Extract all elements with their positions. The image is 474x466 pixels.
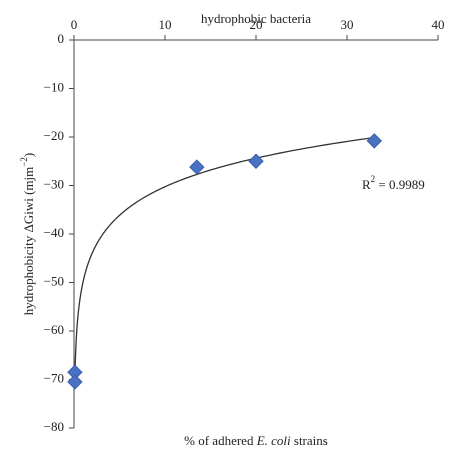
annotation-part: = 0.9989 [375,177,425,192]
y-label-part: hydrophobicity ΔGiwi (mjm [21,167,36,315]
x-axis-label: % of adhered E. coli strains [184,433,328,448]
y-tick-label: −70 [44,370,64,385]
trendline [74,136,375,377]
x-tick-label: 30 [341,17,354,32]
x-tick-label: 40 [432,17,445,32]
data-point [189,159,205,175]
y-label-part: −2 [19,157,29,167]
x-label-part: E. coli [256,433,291,448]
annotation: R2 = 0.9989 [362,174,425,192]
y-tick-label: −20 [44,128,64,143]
y-tick-label: −30 [44,176,64,191]
y-tick-label: −10 [44,79,64,94]
x-tick-label: 20 [250,17,263,32]
x-label-part: % of adhered [184,433,257,448]
data-point [248,153,264,169]
x-label-part: strains [291,433,328,448]
y-tick-label: −60 [44,322,64,337]
data-point [67,374,83,390]
y-label-part: ) [21,153,36,157]
annotation-part: 2 [371,174,376,184]
x-tick-label: 0 [71,17,78,32]
chart-title: hydrophobic bacteria [201,11,311,26]
y-tick-label: −40 [44,225,64,240]
y-tick-label: −50 [44,273,64,288]
annotation-part: R [362,177,371,192]
data-point [366,133,383,149]
x-tick-label: 10 [159,17,172,32]
y-tick-label: 0 [58,31,65,46]
y-tick-label: −80 [44,419,64,434]
y-axis-label: hydrophobicity ΔGiwi (mjm−2) [19,153,36,315]
